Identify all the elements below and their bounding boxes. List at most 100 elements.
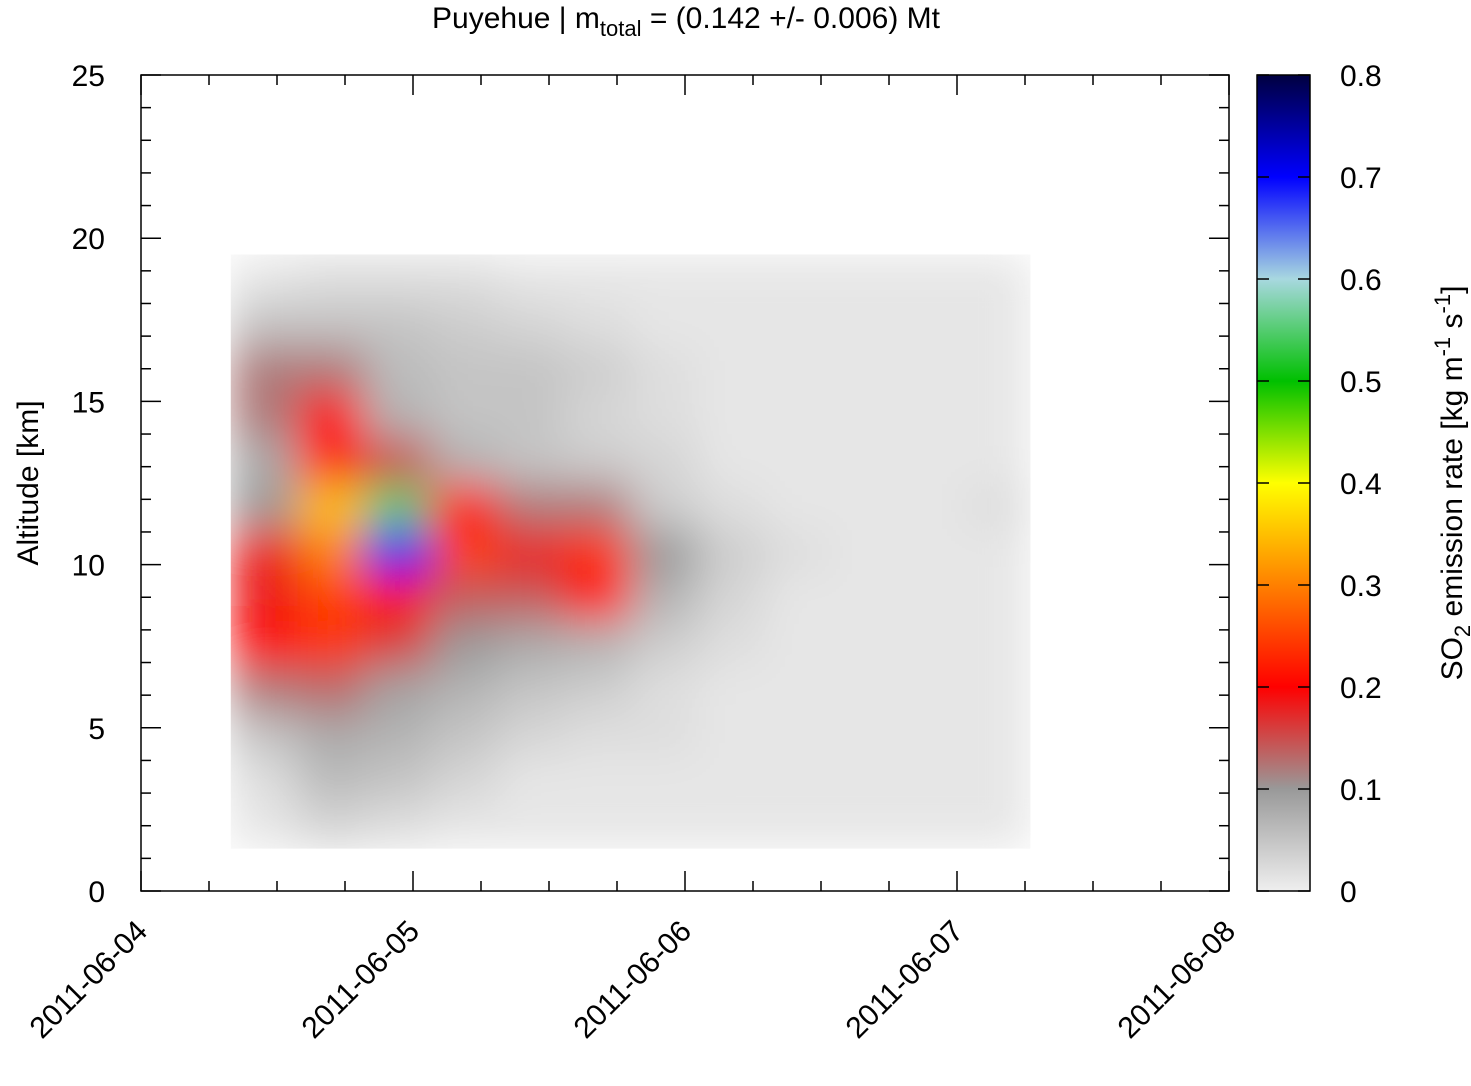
heat-cell xyxy=(230,665,298,712)
heat-cell xyxy=(430,300,498,347)
heat-cell xyxy=(364,574,432,621)
heat-cell xyxy=(763,620,832,667)
heat-cell xyxy=(230,254,298,301)
heat-cell xyxy=(830,437,898,484)
heat-cell xyxy=(230,574,298,621)
heat-cell xyxy=(230,345,298,393)
y-axis-label: Altitude [km] xyxy=(12,400,45,565)
heat-cell xyxy=(963,620,1031,667)
heat-cell xyxy=(897,757,965,804)
heat-cell xyxy=(630,254,698,301)
heat-cell xyxy=(297,665,365,712)
heat-cell xyxy=(697,300,765,347)
heat-cell xyxy=(430,802,498,849)
heat-cell xyxy=(430,437,498,484)
heat-cell xyxy=(963,665,1031,712)
colorbar-tick-label: 0.6 xyxy=(1340,264,1382,297)
heat-cell xyxy=(897,391,965,438)
heat-cell xyxy=(297,528,365,575)
heat-cell xyxy=(497,665,565,712)
heat-cell xyxy=(297,300,365,347)
heat-cell xyxy=(897,665,965,712)
heat-cell xyxy=(563,300,632,347)
heat-cell xyxy=(630,757,698,804)
heat-cell xyxy=(830,345,898,393)
heat-cell xyxy=(430,620,498,667)
heat-cell xyxy=(963,254,1031,301)
heat-cell xyxy=(563,757,632,804)
heat-cell xyxy=(297,345,365,393)
heat-cell xyxy=(830,665,898,712)
heat-cell xyxy=(297,802,365,849)
heat-cell xyxy=(830,802,898,849)
heat-cell xyxy=(563,483,632,530)
colorbar-tick-label: 0.5 xyxy=(1340,366,1382,399)
heat-cell xyxy=(763,757,832,804)
colorbar-tick-label: 0.4 xyxy=(1340,468,1382,501)
heat-cell xyxy=(697,802,765,849)
heat-cell xyxy=(763,574,832,621)
heat-cell xyxy=(563,574,632,621)
x-tick-label: 2011-06-08 xyxy=(1112,915,1242,1045)
heat-cell xyxy=(697,620,765,667)
heat-cell xyxy=(630,802,698,849)
heat-cell xyxy=(763,483,832,530)
heat-cell xyxy=(697,528,765,575)
heat-cell xyxy=(897,574,965,621)
heat-cell xyxy=(563,802,632,849)
heat-cell xyxy=(230,300,298,347)
heat-cell xyxy=(763,437,832,484)
y-tick-label: 25 xyxy=(72,60,105,93)
heat-cell xyxy=(830,391,898,438)
heat-cell xyxy=(497,711,565,758)
colorbar-tick-label: 0.7 xyxy=(1340,162,1382,195)
heat-cell xyxy=(364,483,432,530)
x-tick-label: 2011-06-06 xyxy=(568,915,698,1045)
heat-cell xyxy=(364,711,432,758)
heat-cell xyxy=(497,528,565,575)
heat-cell xyxy=(430,528,498,575)
heat-cell xyxy=(364,665,432,712)
heat-cell xyxy=(830,528,898,575)
heat-cell xyxy=(763,665,832,712)
heat-cell xyxy=(230,802,298,849)
heat-cell xyxy=(763,300,832,347)
heat-cell xyxy=(763,802,832,849)
heat-cell xyxy=(897,620,965,667)
heat-cell xyxy=(897,802,965,849)
heat-cell xyxy=(230,757,298,804)
heat-cell xyxy=(364,802,432,849)
colorbar-tick-label: 0.3 xyxy=(1340,570,1382,603)
heat-cell xyxy=(563,437,632,484)
heat-cell xyxy=(297,620,365,667)
heat-cell xyxy=(830,757,898,804)
colorbar-label: SO2 emission rate [kg m-1 s-1] xyxy=(1430,286,1471,681)
heat-cell xyxy=(230,391,298,438)
heat-cell xyxy=(230,483,298,530)
heat-cell xyxy=(963,574,1031,621)
heat-cell xyxy=(430,574,498,621)
heat-cell xyxy=(697,665,765,712)
heat-cell xyxy=(830,574,898,621)
heat-cell xyxy=(697,757,765,804)
heat-cell xyxy=(630,620,698,667)
heat-cell xyxy=(630,574,698,621)
heat-cell xyxy=(830,483,898,530)
heat-cell xyxy=(963,483,1031,530)
heat-cell xyxy=(830,620,898,667)
heat-cell xyxy=(497,391,565,438)
heat-cell xyxy=(630,391,698,438)
heat-cell xyxy=(497,757,565,804)
heat-cell xyxy=(697,391,765,438)
heat-cell xyxy=(763,345,832,393)
heat-cell xyxy=(697,345,765,393)
heat-cell xyxy=(697,483,765,530)
heat-cell xyxy=(697,254,765,301)
heat-cell xyxy=(763,391,832,438)
y-tick-label: 20 xyxy=(72,223,105,256)
heat-cell xyxy=(430,254,498,301)
heat-cell xyxy=(963,437,1031,484)
heat-cell xyxy=(364,345,432,393)
heat-cell xyxy=(430,483,498,530)
heat-cell xyxy=(630,300,698,347)
